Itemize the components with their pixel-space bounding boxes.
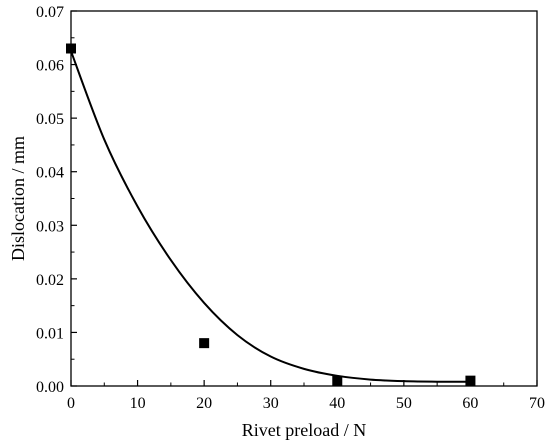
x-tick-label: 60 (462, 395, 478, 412)
x-tick-label: 10 (130, 395, 146, 412)
y-tick-label: 0.04 (36, 165, 64, 182)
x-tick-label: 40 (329, 395, 345, 412)
data-point (199, 338, 210, 349)
data-point (332, 375, 343, 386)
y-tick-label: 0.06 (36, 58, 64, 75)
plot-border (70, 10, 538, 387)
x-tick-label: 0 (67, 395, 75, 412)
x-axis: 0 10 20 30 40 50 60 70 (67, 380, 545, 412)
x-axis-title: Rivet preload / N (242, 420, 366, 440)
y-tick-label: 0.00 (36, 379, 64, 396)
data-point (465, 375, 476, 386)
data-point (66, 43, 76, 54)
data-points-layer (66, 43, 476, 386)
y-axis: 0.00 0.01 0.02 0.03 0.04 0.05 0.06 0.07 (36, 4, 77, 396)
x-tick-label: 20 (196, 395, 212, 412)
x-tick-label: 70 (529, 395, 545, 412)
fit-curve (70, 50, 471, 383)
y-tick-label: 0.02 (36, 272, 64, 289)
x-tick-label: 50 (396, 395, 412, 412)
x-tick-label: 30 (263, 395, 279, 412)
y-tick-label: 0.07 (36, 4, 64, 21)
plot-area (70, 10, 538, 387)
y-tick-label: 0.01 (36, 325, 64, 342)
y-axis-title: Dislocation / mm (8, 136, 28, 261)
y-tick-label: 0.05 (36, 111, 64, 128)
y-tick-label: 0.03 (36, 218, 64, 235)
fit-curve-layer (70, 50, 471, 383)
